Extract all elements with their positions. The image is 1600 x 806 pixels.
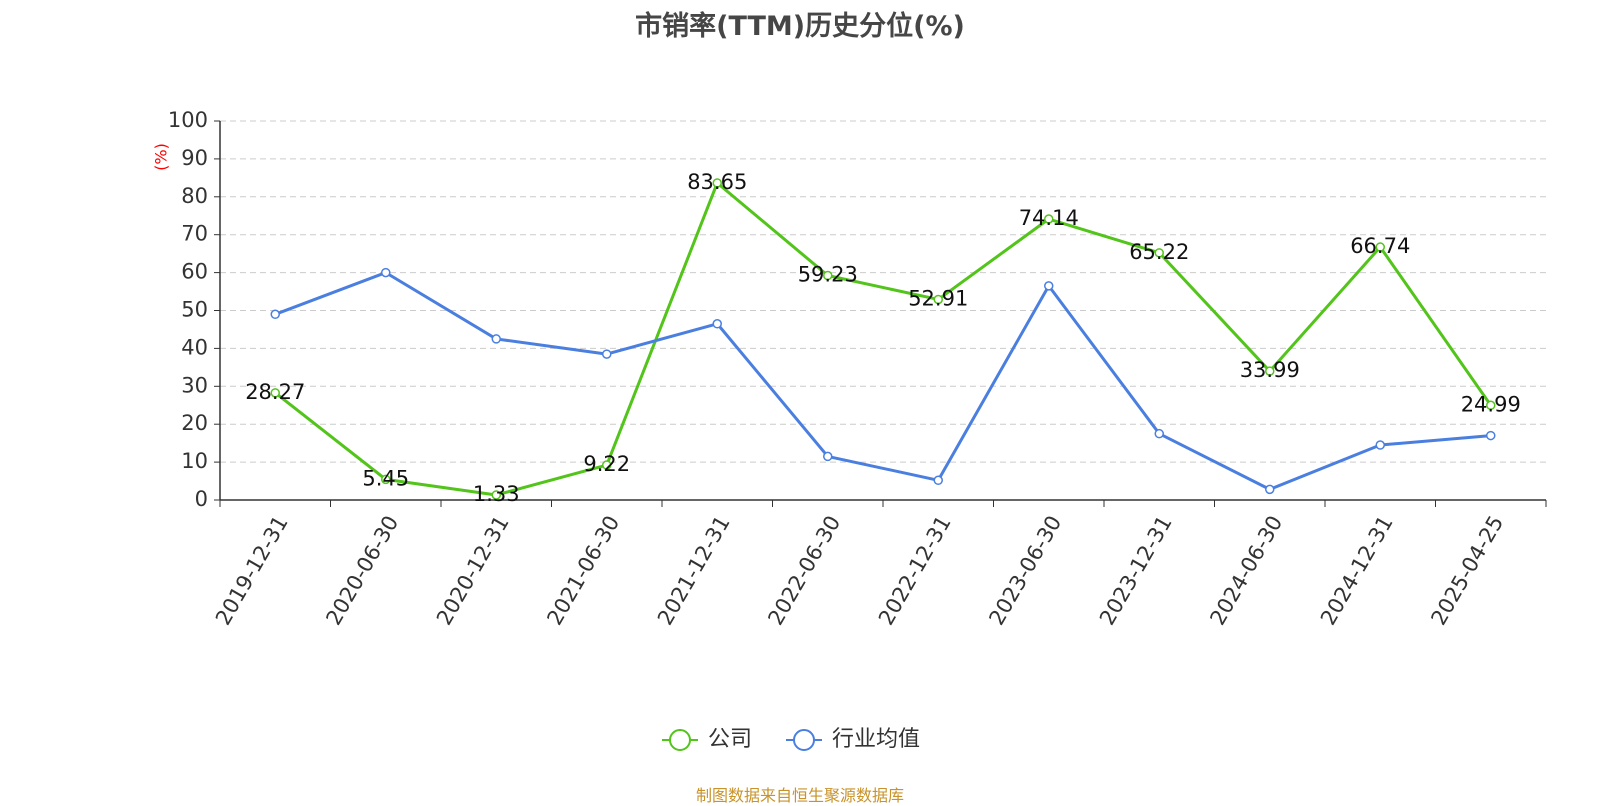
legend-label-1: 公司: [708, 727, 752, 752]
data-point: [602, 349, 612, 359]
chart-title: 市销率(TTM)历史分位(%): [635, 11, 965, 42]
data-label: 9.22: [583, 452, 630, 476]
x-tick-label: 2024-06-30: [1205, 512, 1287, 630]
data-point: [1265, 366, 1275, 376]
y-tick-label: 10: [181, 449, 208, 473]
data-label: 1.33: [473, 482, 520, 506]
y-tick-label: 40: [181, 335, 208, 359]
data-point: [381, 267, 391, 278]
data-point: [270, 388, 280, 398]
x-tick-label: 2021-12-31: [653, 512, 735, 630]
data-point: [1375, 440, 1385, 450]
y-tick-label: 20: [181, 411, 208, 435]
data-label: 74.14: [1019, 206, 1079, 230]
data-point: [491, 334, 501, 344]
data-point: [1486, 400, 1496, 411]
source-note: 制图数据来自恒生聚源数据库: [695, 786, 904, 805]
data-point: [1044, 281, 1054, 291]
grid-lines: [220, 120, 1546, 463]
legend[interactable]: 公司 行业均值: [662, 727, 920, 752]
x-tick-label: 2020-06-30: [321, 512, 403, 630]
y-tick-label: 50: [181, 298, 208, 322]
x-tick-label: 2021-06-30: [542, 512, 624, 630]
data-point: [1154, 428, 1164, 439]
data-label: 5.45: [362, 466, 409, 490]
y-tick-label: 70: [181, 222, 208, 246]
data-point: [823, 270, 833, 281]
x-tick-label: 2025-04-25: [1426, 512, 1508, 630]
y-axis-label: (%): [152, 143, 171, 171]
y-tick-label: 80: [181, 184, 208, 208]
series: [270, 178, 1496, 500]
data-label: 59.23: [798, 263, 858, 287]
data-point: [1265, 484, 1275, 495]
data-point: [1375, 242, 1385, 252]
y-tick-label: 0: [195, 487, 208, 511]
data-point: [1486, 430, 1496, 441]
x-tick-label: 2020-12-31: [432, 512, 514, 630]
y-tick-label: 90: [181, 146, 208, 170]
data-label: 28.27: [245, 380, 305, 404]
x-tick-label: 2023-12-31: [1095, 512, 1177, 630]
data-label: 83.65: [687, 170, 747, 194]
data-point: [933, 475, 943, 486]
data-point: [1044, 214, 1054, 224]
data-point: [823, 451, 833, 462]
data-point: [602, 460, 612, 470]
y-tick-label: 100: [168, 108, 208, 132]
data-labels: 28.27 5.45 1.33 9.22 83.65 59.23 52.91 74.14 65.…: [245, 170, 1521, 506]
data-point: [270, 309, 280, 320]
series-line-1: [274, 181, 1492, 497]
y-tick-label: 30: [181, 373, 208, 397]
data-point: [933, 294, 943, 305]
data-label: 65.22: [1129, 240, 1189, 264]
series-line-2: [274, 271, 1491, 491]
x-tick-label: 2019-12-31: [211, 512, 293, 630]
y-tick-label: 60: [181, 260, 208, 284]
legend-swatch-marker-2: [793, 729, 815, 751]
data-label: 24.99: [1461, 392, 1521, 416]
x-tick-label: 2024-12-31: [1316, 512, 1398, 630]
data-label: 52.91: [908, 286, 968, 310]
x-tick-label: 2022-06-30: [763, 512, 845, 630]
data-label: 66.74: [1350, 234, 1410, 258]
data-point: [491, 490, 501, 500]
data-point: [1154, 248, 1164, 258]
x-tick-label: 2022-12-31: [874, 512, 956, 630]
data-label: 33.99: [1240, 358, 1300, 382]
data-point: [381, 474, 391, 485]
legend-swatch-marker-1: [669, 729, 691, 751]
axes: 0 10 20 30 40 50 60 70 80 90 100 2019-12-31 2020-06-…: [168, 108, 1547, 630]
legend-label-2: 行业均值: [832, 727, 920, 752]
data-point: [712, 178, 722, 188]
x-tick-label: 2023-06-30: [984, 512, 1066, 630]
data-point: [712, 319, 722, 329]
